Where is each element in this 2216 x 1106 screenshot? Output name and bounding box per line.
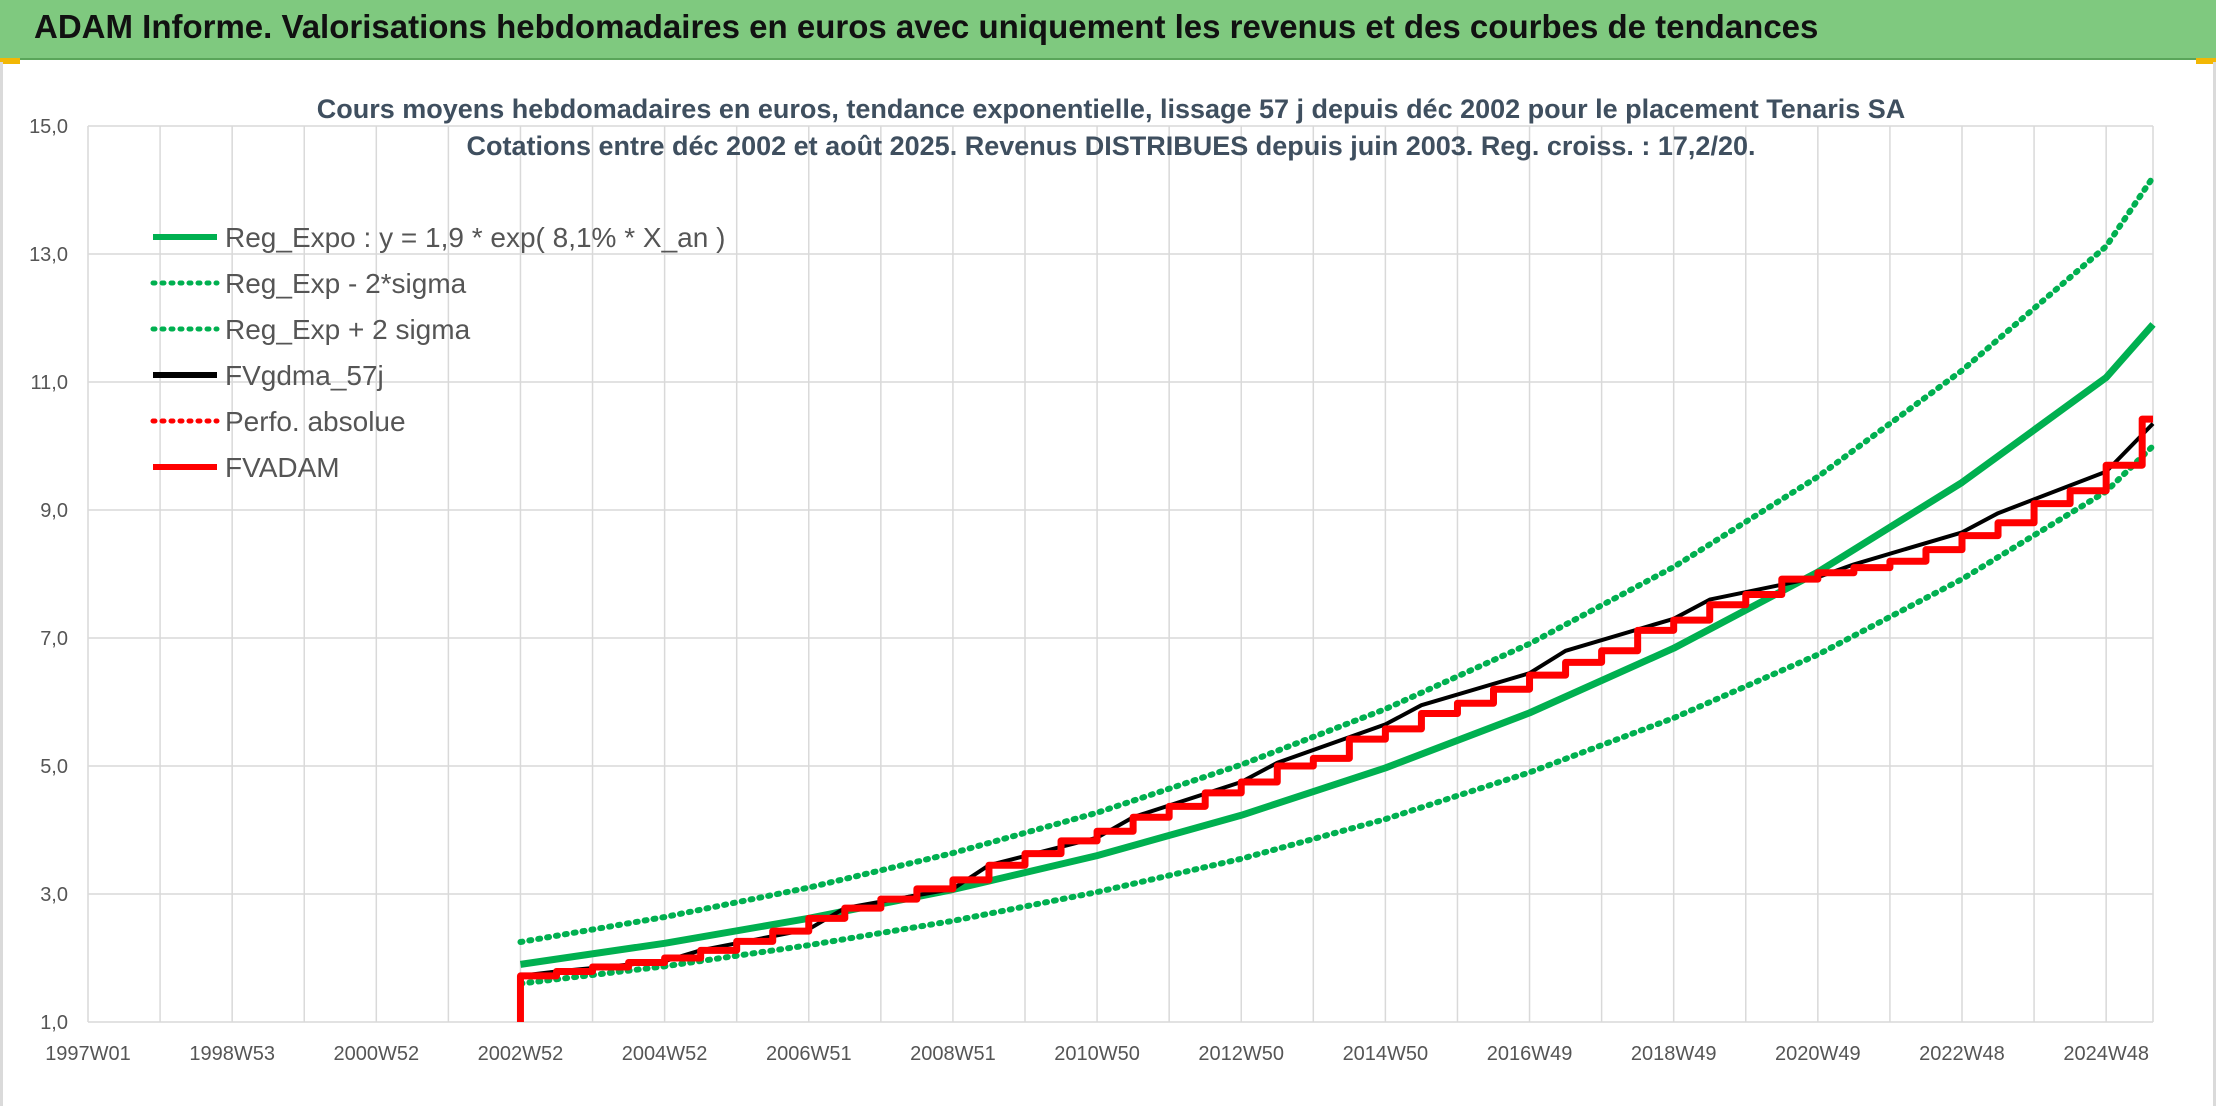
series-lines [516,174,2156,1022]
legend-entry: Reg_Expo : y = 1,9 * exp( 8,1% * X_an ) [225,222,725,253]
legend-entry: FVADAM [225,452,340,483]
chart-subtitle: Cotations entre déc 2002 et août 2025. R… [467,131,1756,161]
series-line-1 [517,443,2156,987]
y-tick-label: 9,0 [40,500,68,522]
chart-area: 1,0 3,0 5,0 7,0 9,0 11,0 13,0 15,0 1997W01 1998W5… [0,62,2216,1106]
legend-entry: Perfo. absolue [225,406,406,437]
left-corner-accent [0,58,20,64]
x-tick-label: 2002W52 [478,1043,564,1065]
x-tick-label: 2000W52 [333,1043,419,1065]
x-tick-label: 2012W50 [1198,1043,1284,1065]
y-tick-label: 13,0 [29,244,68,266]
y-tick-label: 7,0 [40,628,68,650]
legend-entry: Reg_Exp + 2 sigma [225,314,471,345]
x-tick-label: 1997W01 [45,1043,131,1065]
x-tick-label: 2016W49 [1487,1043,1573,1065]
chart-title: Cours moyens hebdomadaires en euros, ten… [317,94,1906,124]
line-chart: 1,0 3,0 5,0 7,0 9,0 11,0 13,0 15,0 1997W01 1998W5… [29,94,2156,1065]
y-tick-label: 3,0 [40,884,68,906]
legend-entry: Reg_Exp - 2*sigma [225,268,467,299]
x-tick-label: 2020W49 [1775,1043,1861,1065]
y-tick-label: 11,0 [31,372,68,394]
x-tick-label: 1998W53 [189,1043,275,1065]
x-tick-label: 2010W50 [1054,1043,1140,1065]
series-line-0 [519,322,2156,968]
x-tick-label: 2008W51 [910,1043,996,1065]
x-tick-label: 2006W51 [766,1043,852,1065]
legend: Reg_Expo : y = 1,9 * exp( 8,1% * X_an ) R… [150,222,725,483]
x-tick-label: 2018W49 [1631,1043,1717,1065]
x-tick-label: 2022W48 [1919,1043,2005,1065]
y-tick-label: 15,0 [29,116,68,138]
x-tick-label: 2014W50 [1343,1043,1429,1065]
series-line-2 [517,174,2156,945]
right-corner-accent [2196,58,2216,64]
axis-labels: 1,0 3,0 5,0 7,0 9,0 11,0 13,0 15,0 1997W01 1998W5… [29,116,2149,1065]
y-tick-label: 1,0 [40,1012,68,1034]
x-tick-label: 2024W48 [2063,1043,2149,1065]
series-line-3 [520,422,2155,978]
page-title: ADAM Informe. Valorisations hebdomadaire… [34,8,1819,45]
x-tick-label: 2004W52 [622,1043,708,1065]
header-banner: ADAM Informe. Valorisations hebdomadaire… [0,0,2216,60]
y-tick-label: 5,0 [40,756,68,778]
series-line-5 [516,415,2153,1022]
legend-entry: FVgdma_57j [225,360,384,391]
